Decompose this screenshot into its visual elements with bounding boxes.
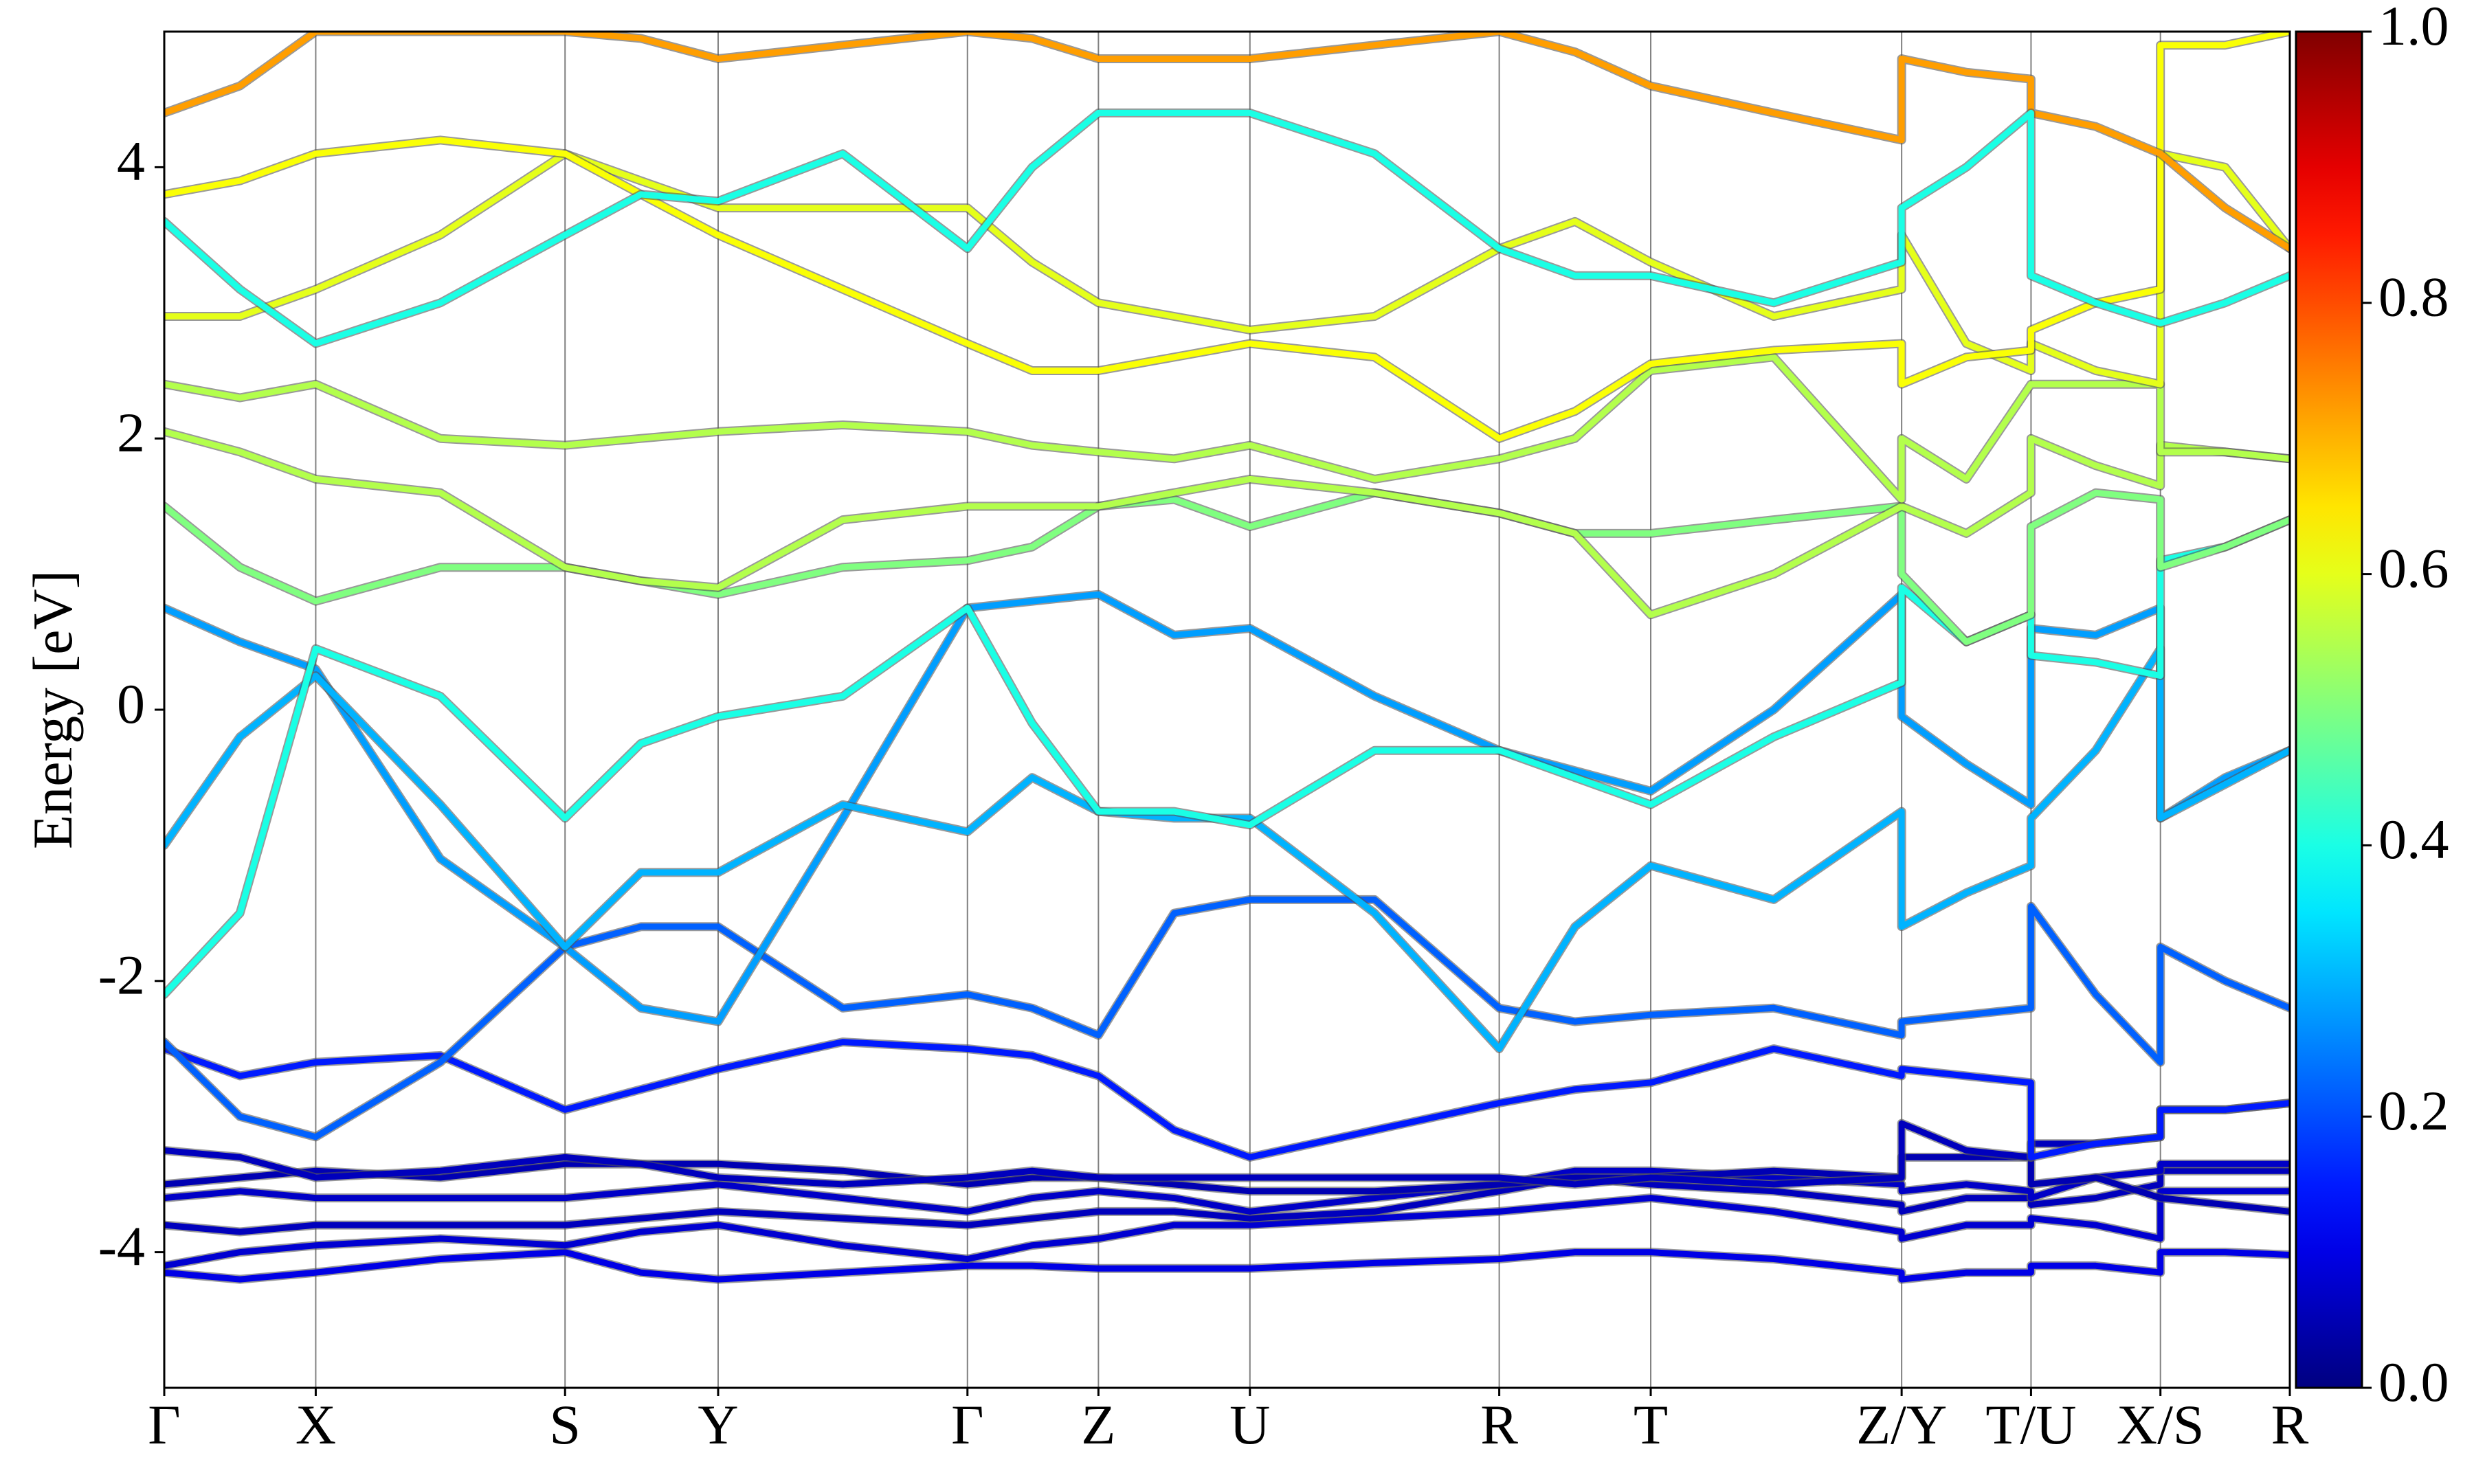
band [164,645,2290,1052]
band [164,1167,2290,1235]
colorbar-tick-label: 0.0 [2378,1351,2449,1413]
band [164,1039,2290,1160]
y-tick-label: -2 [98,944,145,1007]
y-tick-label: -4 [98,1215,145,1277]
axes: Γ X S Y Γ Z U R T Z/Y T/U X/S R -4 -2 0 2 4 0.0 0.2 0.4 0.6 0.… [98,0,2449,1456]
x-tick-label: Y [698,1393,738,1456]
x-tick-label: S [549,1393,581,1456]
x-tick-label: U [1229,1393,1270,1456]
x-tick-label: T/U [1985,1393,2076,1456]
band [164,1154,2290,1215]
y-tick-label: 4 [117,130,145,192]
colorbar-tick-label: 0.8 [2378,266,2449,328]
colorbar [2295,30,2363,1389]
band [164,1188,2290,1269]
band [164,896,2290,1140]
band [164,428,2290,618]
band-outline [164,427,2290,620]
x-tick-label: Z [1081,1393,1115,1456]
x-tick-label: R [2271,1393,2309,1456]
band [164,32,2290,252]
band [164,32,2290,442]
band-outline [164,32,2290,443]
band [164,591,2290,1025]
colorbar-tick-label: 0.4 [2378,808,2449,870]
x-tick-label: Γ [148,1393,180,1456]
x-tick-label: Γ [951,1393,983,1456]
colorbar-tick-label: 1.0 [2378,0,2449,57]
x-tick-label: Z/Y [1856,1393,1947,1456]
band [164,1249,2290,1283]
band-outline [164,515,2290,999]
band [164,109,2290,347]
band-outline [164,1037,2290,1162]
y-axis-label: Energy [eV] [21,570,84,849]
band [164,150,2290,387]
band [164,1100,2290,1188]
band-outline [164,895,2290,1142]
y-tick-label: 2 [117,401,145,464]
bands [164,32,2290,1284]
colorbar-tick-label: 0.6 [2378,537,2449,599]
x-tick-label: X/S [2117,1393,2205,1456]
x-tick-label: T [1634,1393,1668,1456]
x-tick-label: X [296,1393,336,1456]
x-tick-label: R [1480,1393,1518,1456]
band [164,354,2290,503]
band-outline [164,352,2290,504]
band-outline [164,589,2290,1026]
y-tick-label: 0 [117,673,145,735]
band [164,517,2290,998]
colorbar-tick-label: 0.2 [2378,1079,2449,1142]
band-outline [164,32,2290,254]
band-outline [164,644,2290,1053]
plot-frame [163,30,2291,1389]
